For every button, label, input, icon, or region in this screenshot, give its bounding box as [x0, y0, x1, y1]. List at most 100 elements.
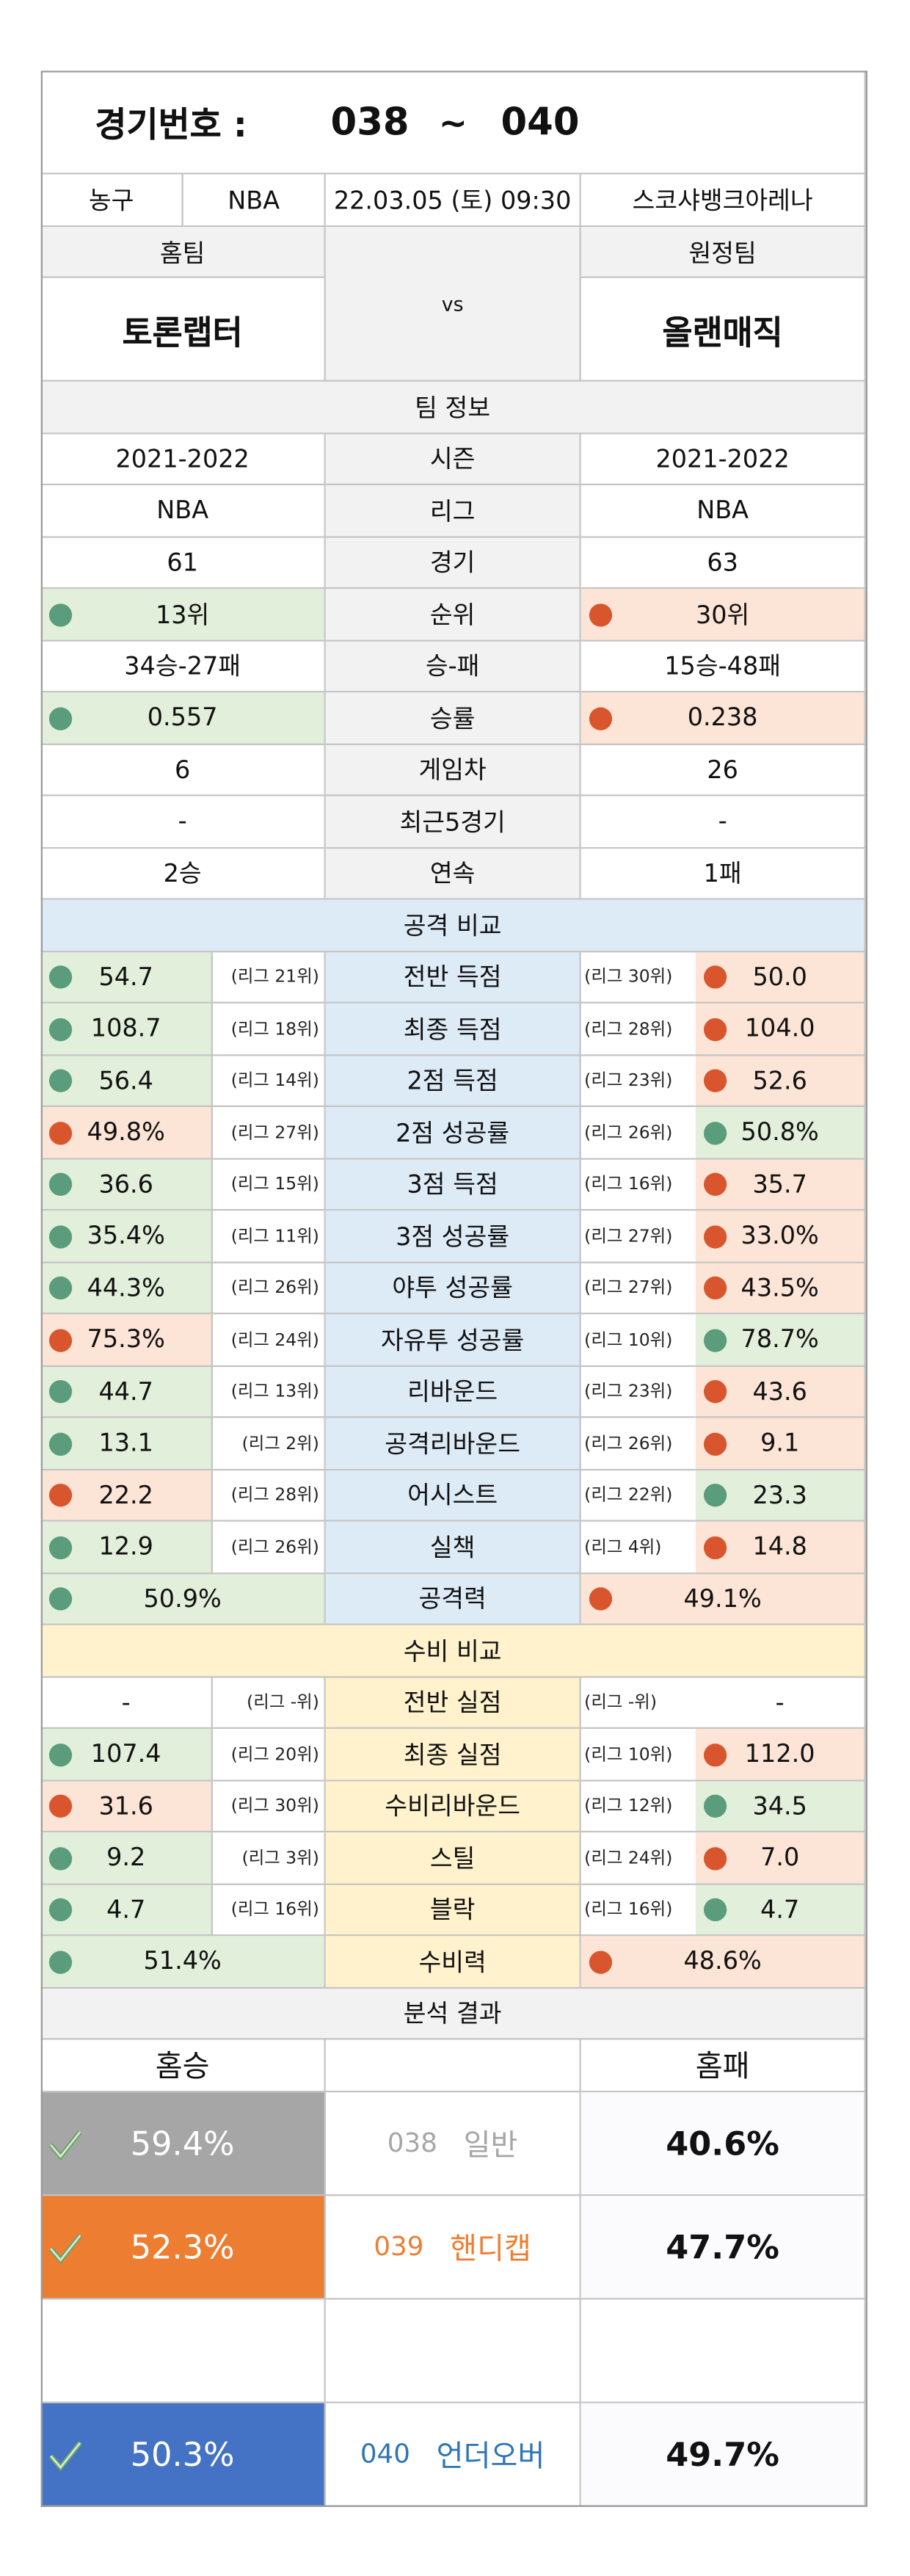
status-dot — [703, 1432, 727, 1456]
status-dot — [48, 1070, 73, 1093]
home-team: 토론랩터 — [40, 277, 326, 382]
row-label: 연속 — [325, 848, 581, 900]
home-rank: (리그 26위) — [212, 1521, 326, 1574]
home-rank: (리그 30위) — [212, 1780, 326, 1833]
status-dot — [703, 1070, 727, 1093]
away-rank: (리그 10위) — [580, 1314, 696, 1366]
market: 038 일반 — [325, 2091, 581, 2196]
status-dot — [589, 706, 613, 730]
away-value: 63 — [580, 537, 866, 589]
status-dot — [703, 1277, 727, 1300]
status-dot — [589, 1587, 613, 1611]
market-code: 038 — [387, 2127, 437, 2158]
away-total: 48.6% — [580, 1936, 866, 1988]
status-dot — [703, 1484, 727, 1508]
away-value: 15승-48패 — [580, 640, 866, 693]
away-rank: (리그 30위) — [580, 951, 696, 1004]
market-code: 039 — [374, 2230, 424, 2262]
status-dot — [48, 1017, 73, 1041]
home-rank: (리그 11위) — [212, 1211, 326, 1263]
check-icon — [48, 2130, 82, 2160]
status-dot — [703, 1795, 727, 1818]
market-name: 일반 — [463, 2127, 518, 2163]
status-dot — [48, 1743, 73, 1766]
info-cell: 농구 — [40, 174, 183, 228]
home-rank: (리그 -위) — [212, 1677, 326, 1729]
row-label: 자유투 성공률 — [325, 1314, 581, 1366]
home-value: 2021-2022 — [40, 433, 326, 486]
home-rank: (리그 14위) — [212, 1055, 326, 1107]
row-label: 최근5경기 — [325, 796, 581, 849]
home-value: 61 — [40, 537, 326, 589]
row-label: 순위 — [325, 589, 581, 641]
row-label: 스틸 — [325, 1832, 581, 1884]
status-dot — [48, 1432, 73, 1456]
section-title: 수비 비교 — [40, 1625, 866, 1677]
away-rank: (리그 4위) — [580, 1522, 696, 1574]
row-label: 어시스트 — [325, 1470, 581, 1522]
row-label: 최종 득점 — [325, 1003, 581, 1056]
away-value: NBA — [580, 485, 866, 537]
title-row — [40, 70, 866, 175]
away-rank: (리그 27위) — [580, 1263, 696, 1315]
away-value: 30위 — [580, 589, 866, 641]
status-dot — [703, 965, 727, 990]
home-rank: (리그 27위) — [212, 1106, 326, 1159]
status-dot — [703, 1380, 727, 1404]
home-rank: (리그 16위) — [212, 1884, 326, 1937]
row-label: 승률 — [325, 692, 581, 744]
away-rank: (리그 26위) — [580, 1107, 696, 1159]
row-label: 3점 득점 — [325, 1158, 581, 1211]
status-dot — [703, 1017, 727, 1041]
home-rank: (리그 2위) — [212, 1418, 326, 1470]
status-dot — [48, 603, 73, 627]
row-label: 리바운드 — [325, 1365, 581, 1418]
away-result: 49.7% — [580, 2402, 866, 2506]
away-value: 2021-2022 — [580, 433, 866, 486]
home-result: 59.4% — [40, 2091, 326, 2196]
away-rank: (리그 23위) — [580, 1055, 696, 1107]
blank-row-away — [580, 2299, 866, 2403]
status-dot — [703, 1898, 727, 1922]
away-value: 26 — [580, 744, 866, 797]
market-name: 핸디캡 — [450, 2231, 531, 2266]
status-dot — [48, 706, 73, 730]
home-result-label: 홈승 — [40, 2039, 326, 2092]
away-rank: (리그 23위) — [580, 1366, 696, 1418]
away-rank: (리그 10위) — [580, 1729, 696, 1781]
status-dot — [48, 1121, 73, 1144]
blank-row-mid — [325, 2299, 581, 2403]
home-value: 0.557 — [40, 692, 326, 744]
info-cell: NBA — [183, 174, 326, 228]
status-dot — [48, 1898, 73, 1922]
status-dot — [589, 603, 613, 627]
info-cell: 22.03.05 (토) 09:30 — [325, 174, 581, 228]
away-value: - — [580, 796, 866, 849]
row-label: 2점 득점 — [325, 1055, 581, 1107]
market-code: 040 — [360, 2437, 410, 2470]
total-label: 수비력 — [325, 1936, 581, 1988]
home-rank: (리그 20위) — [212, 1728, 326, 1781]
total-label: 공격력 — [325, 1573, 581, 1625]
away-value: 43.5% — [695, 1262, 866, 1315]
away-rank: (리그 12위) — [580, 1781, 696, 1833]
status-dot — [48, 1795, 73, 1818]
home-result: 52.3% — [40, 2195, 326, 2299]
status-dot — [48, 1950, 73, 1974]
status-dot — [48, 1277, 73, 1300]
market-name: 언더오버 — [436, 2438, 545, 2473]
away-rank: (리그 22위) — [580, 1470, 696, 1522]
status-dot — [48, 1484, 73, 1508]
row-label: 게임차 — [325, 744, 581, 797]
status-dot — [48, 965, 73, 990]
row-label: 야투 성공률 — [325, 1262, 581, 1315]
market: 039 핸디캡 — [325, 2195, 581, 2299]
home-rank: (리그 26위) — [212, 1262, 326, 1315]
blank — [325, 2039, 581, 2092]
home-rank: (리그 21위) — [212, 951, 326, 1004]
section-title: 분석 결과 — [40, 1987, 866, 2040]
check-icon — [48, 2234, 82, 2264]
home-rank: (리그 24위) — [212, 1314, 326, 1366]
section-title: 공격 비교 — [40, 899, 866, 952]
